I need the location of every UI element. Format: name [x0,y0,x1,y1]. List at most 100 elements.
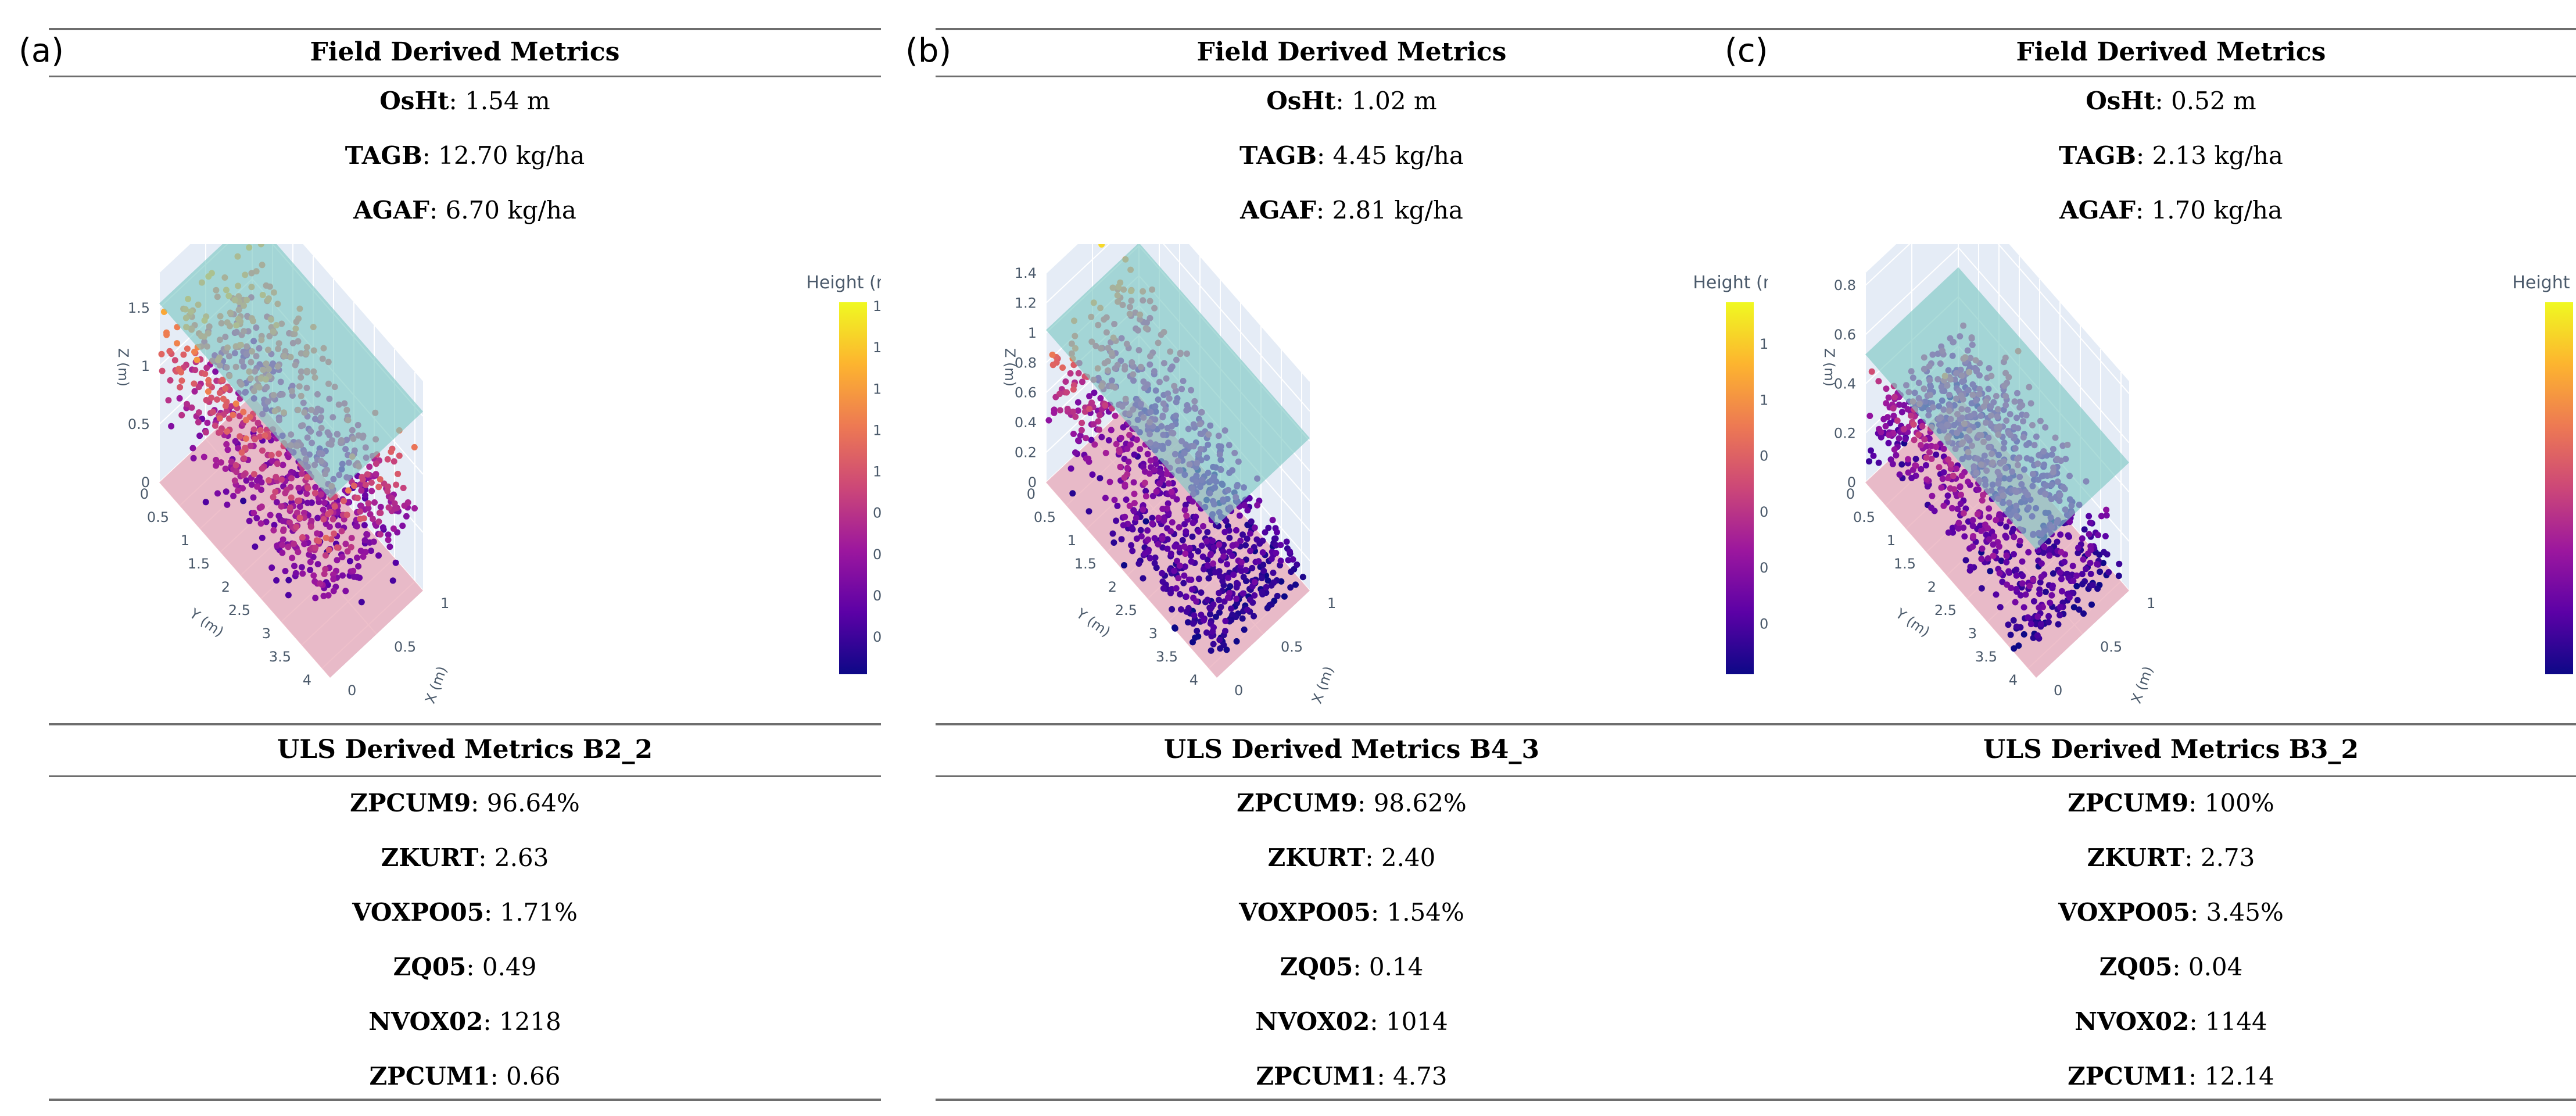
data-point [1919,423,1926,430]
data-point [1936,464,1943,471]
data-point [1083,435,1090,442]
panel-label: (c) [1725,32,1768,70]
data-point [1957,500,1964,507]
data-point [239,485,246,492]
x-axis-title: X (m) [2128,664,2156,706]
uls-metric-row: ZPCUM1: 0.66 [369,1062,561,1090]
data-point [358,487,365,494]
point-cloud-svg[interactable]: 0 0.2 0.4 0.6 0.8 0 0.5 1 1.5 2 2.5 3 3.5 4 0 0.5 1 Z (m)… [1755,244,2576,721]
uls-metrics-title: ULS Derived Metrics B2_2 [277,735,653,764]
data-point [1255,558,1262,565]
data-point [2086,531,2093,538]
uls-metric-row: NVOX02: 1014 [1255,1007,1448,1036]
data-point [2041,543,2048,550]
data-point [1955,520,1962,527]
data-point [1885,439,1892,446]
data-point [1160,517,1167,524]
data-point [1151,467,1158,473]
data-point [1146,470,1153,477]
point-cloud-plot[interactable]: 0 0.2 0.4 0.6 0.8 0 0.5 1 1.5 2 2.5 3 3.5 4 0 0.5 1 Z (m)… [1755,244,2576,721]
data-point [1997,604,2004,611]
data-point [307,523,314,530]
data-point [1095,418,1102,425]
data-point [1999,578,2006,585]
data-point [1078,427,1085,434]
data-point [1216,596,1222,603]
point-cloud-plot[interactable]: 0 0.2 0.4 0.6 0.8 1 1.2 1.4 0 0.5 1 1.5 2 2.5 3 3.5 4 0 0.… [936,244,1768,721]
scene[interactable]: 0 0.5 1 1.5 0 0.5 1 1.5 2 2.5 3 3.5 4 0 0.5 1 Z (m) Y (m)… [115,244,450,706]
scene[interactable]: 0 0.2 0.4 0.6 0.8 1 1.2 1.4 0 0.5 1 1.5 2 2.5 3 3.5 4 0 0.… [1002,244,1337,706]
data-point [2094,585,2101,592]
data-point [350,567,357,574]
data-point [288,494,295,501]
data-point [230,492,237,499]
data-point [220,395,227,402]
data-point [372,460,379,467]
data-point [2037,620,2044,627]
data-point [224,501,231,508]
data-point [195,384,202,391]
data-point [1878,429,1884,435]
metric-value: 2.73 [2200,843,2255,872]
data-point [358,599,365,606]
data-point [203,396,210,403]
point-cloud-plot[interactable]: 0 0.5 1 1.5 0 0.5 1 1.5 2 2.5 3 3.5 4 0 0.5 1 Z (m) Y (m)… [49,244,881,721]
data-point [261,432,268,439]
data-point [321,499,328,506]
data-point [178,369,185,375]
data-point [242,417,249,424]
data-point [275,513,282,520]
data-point [1249,564,1256,571]
data-point [2103,506,2110,513]
data-point [1945,529,1952,536]
rule [1755,76,2576,77]
data-point [357,548,364,555]
data-point [325,592,332,599]
data-point [384,488,391,495]
data-point [1182,502,1189,509]
data-point [219,377,226,383]
scene[interactable]: 0 0.2 0.4 0.6 0.8 0 0.5 1 1.5 2 2.5 3 3.5 4 0 0.5 1 Z (m)… [1821,244,2156,706]
data-point [2013,572,2020,579]
data-point [1204,596,1211,603]
data-point [1978,585,1985,592]
y-tick-label: 1 [181,532,189,549]
data-point [1127,441,1134,448]
data-point [1980,492,1986,499]
data-point [2005,568,2012,575]
data-point [1251,592,1258,599]
data-point [1875,459,1882,466]
field-metric-row: OsHt: 0.52 m [2086,87,2256,115]
metric-key: ZQ05 [2099,953,2173,981]
data-point [344,548,351,555]
y-tick-label: 3 [1968,625,1977,642]
metric-key: TAGB [345,141,422,170]
data-point [184,400,191,407]
z-tick-label: 0.6 [1015,385,1037,401]
data-point [250,494,257,501]
data-point [1246,596,1253,603]
data-point [1292,581,1299,588]
data-point [1159,535,1166,542]
y-tick-label: 0 [140,486,149,502]
data-point [1171,567,1178,574]
data-point [2038,574,2045,581]
data-point [1181,506,1188,513]
data-point [1149,492,1156,499]
data-point [1102,449,1109,456]
metric-key: AGAF [353,196,429,224]
data-point [1141,550,1148,557]
panel-label: (a) [19,32,65,70]
data-point [194,356,200,363]
data-point [1216,589,1223,596]
point-cloud-svg[interactable]: 0 0.5 1 1.5 0 0.5 1 1.5 2 2.5 3 3.5 4 0 0.5 1 Z (m) Y (m)… [49,244,881,721]
data-point [346,557,353,564]
y-tick-label: 2.5 [1934,602,1957,618]
data-point [1105,437,1112,443]
metric-key: VOXPO05 [1239,898,1371,927]
point-cloud-svg[interactable]: 0 0.2 0.4 0.6 0.8 1 1.2 1.4 0 0.5 1 1.5 2 2.5 3 3.5 4 0 0.… [936,244,1768,721]
data-point [1299,574,1306,581]
colorbar [839,302,867,674]
data-point [392,559,399,566]
data-point [2026,582,2033,589]
